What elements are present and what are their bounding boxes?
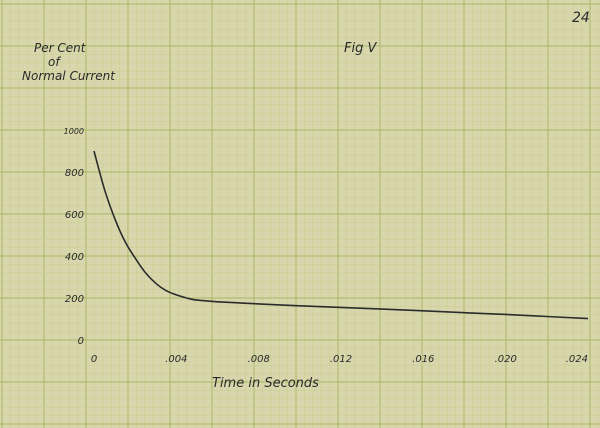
page-number: 24	[572, 10, 590, 26]
x-tick-label: .024	[566, 354, 588, 365]
series-line	[93, 150, 589, 320]
x-tick-label: .008	[248, 354, 270, 365]
x-tick-labels: 0 .004 .008 .012 .016 .020 .024	[91, 354, 588, 365]
y-tick-label: 0	[78, 336, 84, 347]
y-axis-label-line-3: Normal Current	[22, 69, 116, 83]
x-tick-label: .020	[495, 354, 517, 365]
y-tick-label: 200	[65, 294, 84, 305]
y-tick-labels: 0 200 400 600 800 1000	[64, 127, 84, 347]
y-axis-label-line-1: Per Cent	[34, 41, 87, 55]
x-tick-label: 0	[91, 354, 97, 365]
y-axis-label-line-2: of	[48, 55, 61, 69]
y-tick-label: 600	[65, 210, 84, 221]
x-tick-label: .012	[330, 354, 352, 365]
x-tick-label: .004	[165, 354, 187, 365]
y-tick-label: 400	[65, 252, 84, 263]
y-tick-label: 1000	[64, 127, 84, 136]
x-tick-label: .016	[412, 354, 434, 365]
figure-label: Fig V	[344, 41, 377, 56]
x-axis-label: Time in Seconds	[212, 376, 319, 391]
y-tick-label: 800	[65, 168, 84, 179]
